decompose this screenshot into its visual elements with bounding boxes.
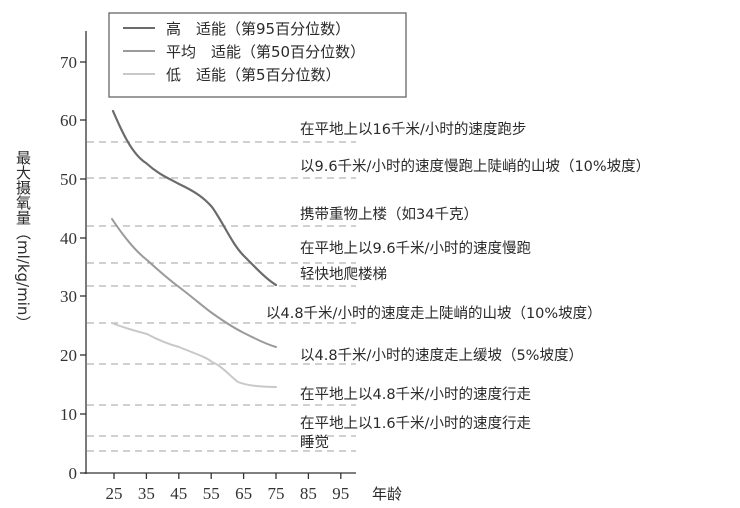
legend-label-high: 高 适能（第95百分位数）	[166, 20, 350, 38]
activity-label: 以4.8千米/小时的速度走上陡峭的山坡（10%坡度）	[266, 305, 602, 322]
activity-label: 携带重物上楼（如34千克）	[300, 206, 478, 223]
x-tick: 25	[106, 484, 123, 503]
x-axis-title: 年龄	[372, 485, 402, 503]
series-low-fitness	[111, 322, 277, 388]
axes	[80, 31, 356, 479]
activity-label: 在平地上以4.8千米/小时的速度行走	[300, 386, 531, 403]
activity-label: 在平地上以16千米/小时的速度跑步	[300, 121, 526, 138]
y-tick: 60	[60, 111, 77, 130]
series-curves	[111, 109, 278, 388]
series-average-fitness	[111, 218, 277, 348]
legend-label-low: 低 适能（第5百分位数）	[166, 66, 341, 84]
x-tick: 55	[203, 484, 220, 503]
y-tick-labels: 70 60 50 40 30 20 10 0	[60, 53, 77, 483]
activity-label: 以4.8千米/小时的速度走上缓坡（5%坡度）	[300, 347, 583, 364]
activity-label: 在平地上以9.6千米/小时的速度慢跑	[300, 240, 531, 257]
activity-label: 以9.6千米/小时的速度慢跑上陡峭的山坡（10%坡度）	[300, 158, 650, 175]
series-high-fitness	[111, 109, 278, 287]
activity-label: 在平地上以1.6千米/小时的速度行走	[300, 415, 531, 432]
y-tick: 20	[60, 346, 77, 365]
x-tick-labels: 25 35 45 55 65 75 85 95	[106, 484, 350, 503]
legend-box	[108, 12, 407, 98]
y-tick: 50	[60, 170, 77, 189]
x-tick: 85	[300, 484, 317, 503]
activity-labels: 在平地上以16千米/小时的速度跑步 以9.6千米/小时的速度慢跑上陡峭的山坡（1…	[266, 121, 650, 451]
legend-label-average: 平均 适能（第50百分位数）	[166, 43, 365, 61]
activity-label: 睡觉	[300, 434, 329, 451]
activity-label: 轻快地爬楼梯	[300, 266, 387, 283]
x-tick: 35	[138, 484, 155, 503]
x-tick: 95	[332, 484, 349, 503]
y-tick: 30	[60, 287, 77, 306]
reference-lines	[87, 141, 356, 452]
y-axis-title: 最大摄氧量（ml/kg/min）	[14, 150, 32, 331]
x-tick: 75	[268, 484, 285, 503]
x-tick: 45	[170, 484, 187, 503]
y-tick: 0	[69, 464, 78, 483]
x-tick: 65	[235, 484, 252, 503]
y-tick: 10	[60, 405, 77, 424]
y-tick: 70	[60, 53, 77, 72]
y-tick: 40	[60, 229, 77, 248]
legend: 高 适能（第95百分位数） 平均 适能（第50百分位数） 低 适能（第5百分位数…	[108, 12, 407, 98]
